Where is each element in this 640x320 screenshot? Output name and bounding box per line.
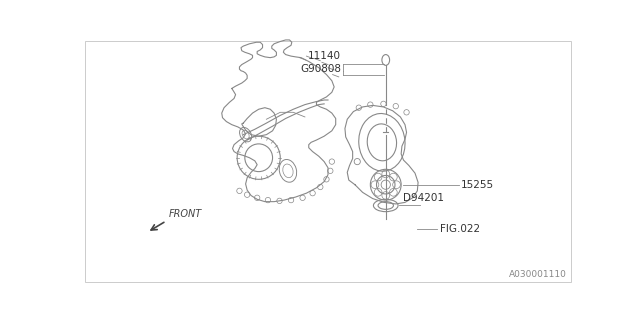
Text: 11140: 11140 <box>308 52 341 61</box>
Text: G90808: G90808 <box>300 64 341 74</box>
Text: 15255: 15255 <box>461 180 494 190</box>
Text: FIG.022: FIG.022 <box>440 224 480 234</box>
Text: A030001110: A030001110 <box>509 270 566 279</box>
Text: FRONT: FRONT <box>168 209 202 219</box>
Text: D94201: D94201 <box>403 193 444 203</box>
